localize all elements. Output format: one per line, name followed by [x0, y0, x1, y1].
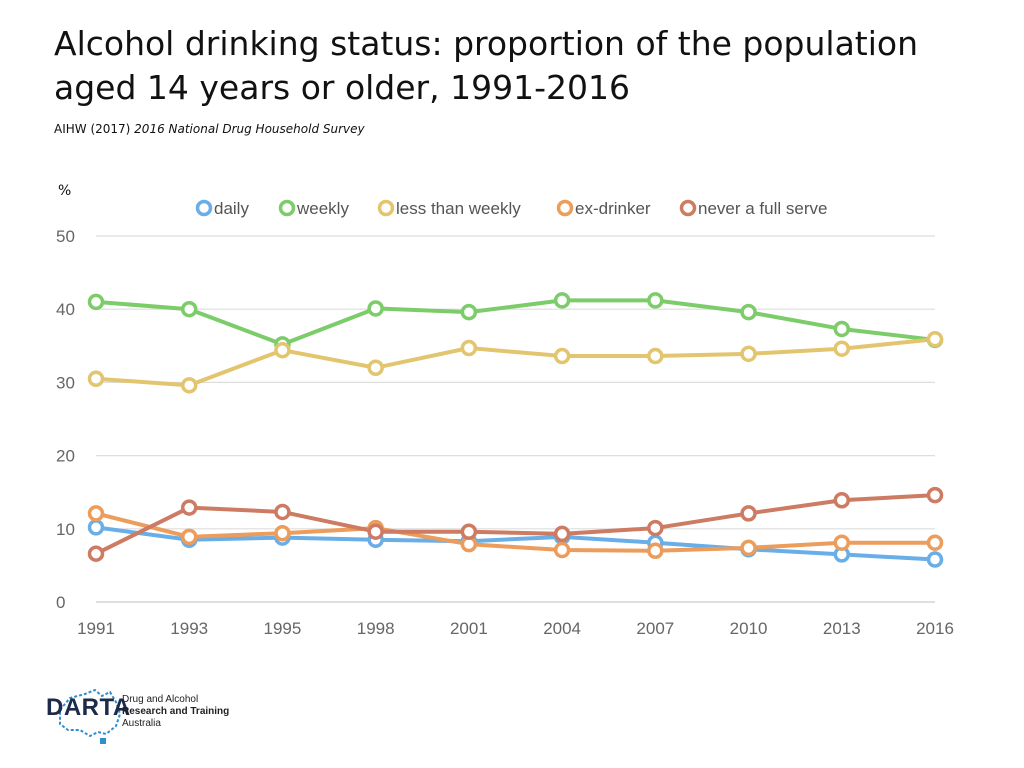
data-point-ex-drinker	[180, 528, 198, 546]
data-point-daily	[926, 551, 944, 568]
data-point-ex-drinker	[87, 505, 105, 522]
data-point-weekly	[460, 303, 478, 321]
data-point-less-than-weekly	[87, 370, 105, 387]
data-point-less-than-weekly	[553, 347, 571, 365]
data-point-ex-drinker	[740, 539, 757, 557]
series-lines	[87, 292, 944, 568]
darta-logo	[59, 688, 122, 744]
data-point-never-a-full-serve	[274, 503, 291, 521]
series-line-weekly	[94, 298, 937, 347]
data-point-less-than-weekly	[367, 359, 384, 377]
data-point-weekly	[647, 292, 664, 309]
series-line-less-than-weekly	[94, 337, 937, 388]
data-point-less-than-weekly	[647, 347, 664, 365]
legend-marker	[278, 199, 296, 217]
series-line-never-a-full-serve	[94, 493, 937, 556]
legend-label: never a full serve	[698, 199, 827, 218]
data-point-less-than-weekly	[180, 377, 198, 394]
data-point-never-a-full-serve	[647, 519, 664, 537]
gridlines	[96, 235, 935, 603]
data-point-ex-drinker	[833, 534, 851, 551]
data-point-less-than-weekly	[833, 340, 851, 357]
line-chart: 0 10 20 30 40 50 1991 1993 1995 1998 2001 2004 2007…	[56, 199, 954, 638]
y-unit-label: %	[58, 183, 72, 199]
x-axis-ticks: 1991 1993 1995 1998 2001 2004 2007 2010 2013 2016	[77, 619, 954, 638]
legend-marker	[195, 199, 213, 217]
data-point-less-than-weekly	[274, 341, 291, 359]
data-point-ex-drinker	[553, 541, 571, 559]
data-point-ex-drinker	[926, 534, 944, 551]
legend-marker	[679, 199, 697, 217]
data-point-weekly	[553, 292, 571, 309]
logo-wordmark: DARTA	[46, 694, 131, 721]
data-point-less-than-weekly	[740, 345, 757, 363]
data-point-daily	[87, 519, 105, 536]
legend-label: daily	[214, 199, 249, 218]
chart-title: Alcohol drinking status: proportion of t…	[54, 24, 919, 107]
australia-map-icon	[59, 688, 122, 738]
legend-marker	[556, 199, 574, 217]
data-point-never-a-full-serve	[180, 499, 198, 516]
data-point-never-a-full-serve	[367, 523, 384, 540]
y-tick-label: 30	[56, 373, 75, 392]
source-citation: AIHW (2017) 2016 National Drug Household…	[54, 122, 365, 136]
data-point-ex-drinker	[647, 542, 664, 560]
data-point-never-a-full-serve	[553, 525, 571, 543]
data-point-weekly	[833, 320, 851, 338]
data-point-weekly	[740, 303, 757, 321]
legend-marker	[377, 199, 395, 217]
x-tick-label: 2016	[916, 619, 954, 638]
source-prefix: AIHW (2017)	[54, 122, 135, 136]
logo-line-2: Research and Training	[122, 706, 230, 717]
data-point-weekly	[367, 300, 384, 317]
x-tick-label: 1991	[77, 619, 115, 638]
legend-label: ex-drinker	[575, 199, 651, 218]
data-point-weekly	[87, 293, 105, 311]
data-point-never-a-full-serve	[740, 505, 757, 522]
source-survey-name: 2016 National Drug Household Survey	[134, 122, 365, 136]
y-tick-label: 20	[56, 447, 75, 466]
series-line-daily	[94, 525, 937, 562]
y-tick-label: 50	[56, 227, 75, 246]
y-tick-label: 10	[56, 520, 75, 539]
x-tick-label: 2004	[543, 619, 581, 638]
series-line-ex-drinker	[94, 511, 937, 553]
data-point-ex-drinker	[274, 524, 291, 542]
x-tick-label: 1993	[170, 619, 208, 638]
logo-line-3: Australia	[122, 718, 161, 729]
y-tick-label: 0	[56, 593, 65, 612]
data-point-never-a-full-serve	[460, 523, 478, 540]
legend-label: weekly	[296, 199, 349, 218]
y-tick-label: 40	[56, 300, 75, 319]
data-point-never-a-full-serve	[833, 492, 851, 509]
legend-label: less than weekly	[396, 199, 521, 218]
y-axis-ticks: 0 10 20 30 40 50	[56, 227, 75, 612]
legend: daily weekly less than weekly ex-drinker nev…	[195, 199, 827, 218]
x-tick-label: 2007	[636, 619, 674, 638]
tasmania-icon	[100, 738, 106, 744]
data-point-less-than-weekly	[926, 330, 944, 348]
data-point-never-a-full-serve	[87, 545, 105, 562]
logo-line-1: Drug and Alcohol	[122, 694, 199, 705]
data-point-less-than-weekly	[460, 339, 478, 357]
x-tick-label: 2010	[730, 619, 768, 638]
x-tick-label: 1998	[357, 619, 395, 638]
x-tick-label: 2001	[450, 619, 488, 638]
logo-text: Drug and Alcohol Research and Training A…	[122, 694, 229, 730]
x-tick-label: 1995	[264, 619, 302, 638]
data-point-weekly	[180, 300, 198, 318]
x-tick-label: 2013	[823, 619, 861, 638]
data-point-never-a-full-serve	[926, 486, 944, 504]
